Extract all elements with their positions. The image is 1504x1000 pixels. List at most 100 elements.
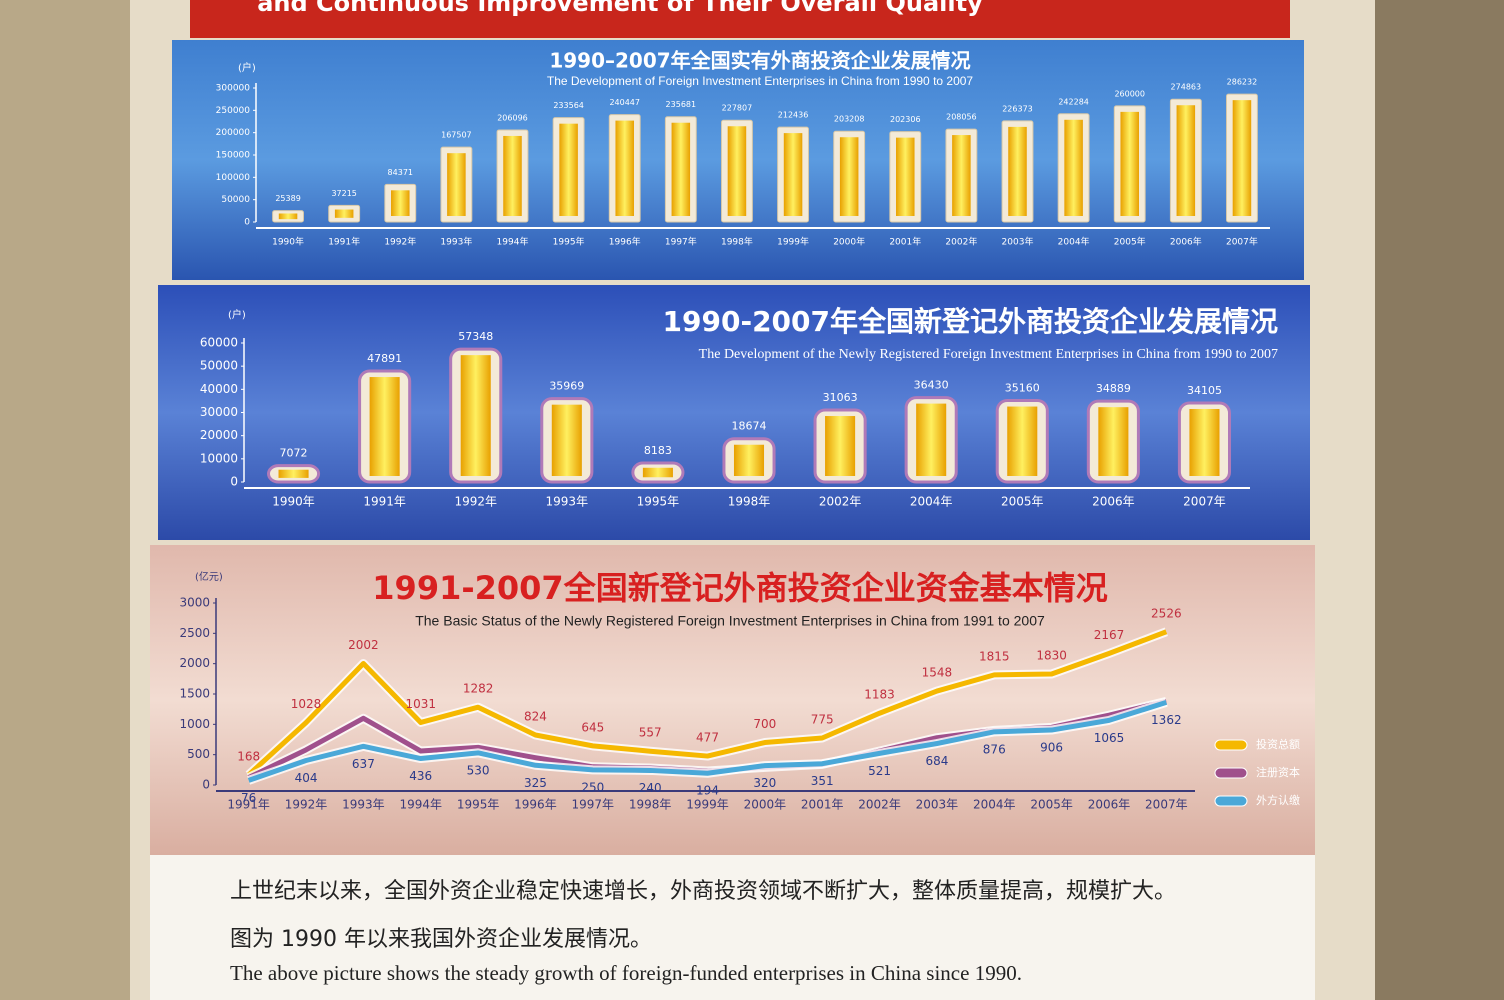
data-label: 557 (639, 726, 662, 740)
bar-face (916, 403, 947, 476)
left-wall (0, 0, 130, 1000)
x-tick-label: 1998年 (629, 798, 672, 812)
x-tick-label: 1993年 (546, 495, 589, 509)
data-label: 242284 (1058, 97, 1089, 106)
y-tick-label: 20000 (200, 428, 238, 442)
bar-face (671, 122, 691, 216)
data-label: 404 (295, 771, 318, 785)
data-label: 240447 (609, 98, 640, 107)
data-label: 250 (581, 780, 604, 794)
data-label: 168 (237, 749, 260, 763)
bar-face (334, 209, 354, 218)
x-tick-label: 2002年 (945, 236, 977, 248)
bar-face (783, 133, 803, 216)
bar-face (642, 467, 673, 478)
panel (150, 545, 1315, 855)
banner-text: and Continuous Improvement of Their Over… (257, 0, 983, 17)
bar-face (551, 404, 582, 476)
y-unit: (户) (228, 308, 246, 321)
data-label: 233564 (553, 101, 584, 110)
data-label: 645 (581, 720, 604, 734)
data-label: 57348 (458, 330, 493, 343)
data-label: 1031 (405, 697, 436, 711)
y-tick-label: 30000 (200, 405, 238, 419)
x-tick-label: 1990年 (272, 236, 304, 248)
x-tick-label: 1999年 (686, 798, 729, 812)
data-label: 18674 (732, 420, 767, 433)
x-tick-label: 1997年 (572, 798, 615, 812)
y-tick-label: 1500 (179, 687, 210, 701)
data-label: 2526 (1151, 606, 1182, 620)
legend-label: 外方认缴 (1256, 793, 1300, 807)
data-label: 876 (983, 742, 1006, 756)
data-label: 47891 (367, 352, 402, 365)
y-unit: (亿元) (195, 570, 223, 583)
y-tick-label: 40000 (200, 382, 238, 396)
data-label: 34105 (1187, 384, 1222, 397)
x-tick-label: 2002年 (858, 798, 901, 812)
data-label: 202306 (890, 115, 921, 124)
data-label: 240 (639, 781, 662, 795)
x-tick-label: 1991年 (227, 798, 270, 812)
x-tick-label: 1995年 (457, 798, 500, 812)
bar-face (733, 444, 765, 476)
y-tick-label: 60000 (200, 336, 238, 350)
bar-face (278, 469, 309, 478)
bar-face (1007, 406, 1038, 476)
chart-subtitle: The Basic Status of the Newly Registered… (415, 613, 1045, 629)
data-label: 1815 (979, 649, 1010, 663)
bar-face (839, 137, 859, 216)
line (247, 699, 1168, 783)
y-tick-label: 2000 (179, 656, 210, 670)
x-tick-label: 1996年 (514, 798, 557, 812)
y-tick-label: 250000 (216, 106, 251, 116)
x-tick-label: 2006年 (1170, 236, 1202, 248)
right-wall (1375, 0, 1504, 1000)
chart-title: 1990–2007年全国实有外商投资企业发展情况 (549, 49, 970, 73)
y-tick-label: 50000 (221, 195, 250, 205)
data-label: 212436 (778, 111, 809, 120)
data-label: 351 (811, 774, 834, 788)
x-tick-label: 2001年 (889, 236, 921, 248)
data-label: 227807 (722, 104, 753, 113)
x-tick-label: 1993年 (440, 236, 472, 248)
legend-label: 投资总额 (1256, 737, 1300, 751)
data-label: 286232 (1227, 78, 1258, 87)
x-tick-label: 1998年 (721, 236, 753, 248)
x-tick-label: 2005年 (1114, 236, 1146, 248)
data-label: 8183 (644, 444, 672, 457)
chart-title: 1991-2007全国新登记外商投资企业资金基本情况 (372, 569, 1107, 607)
bar-face (952, 135, 971, 216)
bar-face (1232, 100, 1252, 216)
data-label: 637 (352, 757, 375, 771)
caption: 上世纪末以来，全国外资企业稳定快速增长，外商投资领域不断扩大，整体质量提高，规模… (230, 879, 1176, 904)
y-unit: (户) (238, 61, 256, 74)
caption: The above picture shows the steady growt… (230, 961, 1022, 985)
x-tick-label: 1992年 (384, 236, 416, 248)
data-label: 226373 (1002, 104, 1033, 113)
data-label: 2167 (1094, 628, 1125, 642)
data-label: 1362 (1151, 713, 1182, 727)
data-label: 1183 (864, 688, 895, 702)
x-tick-label: 2003年 (1002, 236, 1034, 248)
x-tick-label: 2000年 (833, 236, 865, 248)
chart-title: 1990-2007年全国新登记外商投资企业发展情况 (663, 305, 1278, 338)
bar-face (1064, 119, 1083, 216)
bar-face (825, 416, 856, 476)
data-label: 906 (1040, 741, 1063, 755)
bar-face (460, 355, 491, 476)
line (246, 629, 1168, 777)
x-tick-label: 1990年 (272, 495, 315, 509)
data-label: 1548 (922, 666, 953, 680)
x-tick-label: 2005年 (1001, 495, 1044, 509)
x-tick-label: 2003年 (916, 798, 959, 812)
x-tick-label: 1994年 (497, 236, 529, 248)
y-tick-label: 10000 (200, 451, 238, 465)
x-tick-label: 1999年 (777, 236, 809, 248)
y-tick-label: 50000 (200, 359, 238, 373)
data-label: 235681 (666, 100, 697, 109)
data-label: 76 (241, 791, 256, 805)
x-tick-label: 1994年 (399, 798, 442, 812)
legend-swatch (1214, 795, 1248, 807)
y-tick-label: 300000 (216, 84, 251, 94)
